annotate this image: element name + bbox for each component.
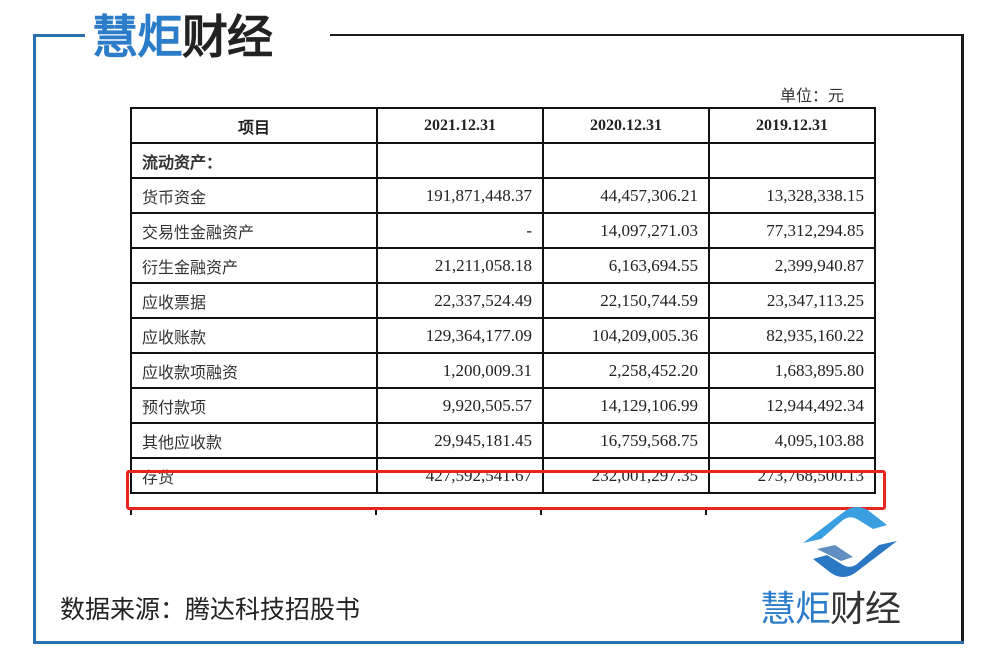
value-2019: 82,935,160.22	[708, 317, 876, 354]
value-2019: 1,683,895.80	[708, 352, 876, 389]
table-continuation-line	[540, 507, 542, 515]
brand-logo-blue-text: 慧炬	[760, 589, 831, 630]
value-2021: 9,920,505.57	[376, 387, 544, 424]
row-label: 应收账款	[130, 317, 378, 354]
value-2021: 191,871,448.37	[376, 177, 544, 214]
table-row: 应收票据 22,337,524.49 22,150,744.59 23,347,…	[130, 282, 876, 319]
value-2021: 29,945,181.45	[376, 422, 544, 459]
value-2020: 104,209,005.36	[542, 317, 710, 354]
inventory-highlight-box	[126, 470, 886, 510]
row-label: 货币资金	[130, 177, 378, 214]
row-label: 应收票据	[130, 282, 378, 319]
table-row: 其他应收款 29,945,181.45 16,759,568.75 4,095,…	[130, 422, 876, 459]
brand-logo-dark-text: 财经	[182, 10, 273, 64]
table-header-row: 项目 2021.12.31 2020.12.31 2019.12.31	[130, 107, 876, 144]
frame-right-border	[961, 34, 964, 644]
row-label: 交易性金融资产	[130, 212, 378, 249]
value-2021: 129,364,177.09	[376, 317, 544, 354]
frame-top-blue-border	[33, 34, 85, 37]
brand-logo-top: 慧炬 财经	[92, 4, 273, 64]
value-2019: 13,328,338.15	[708, 177, 876, 214]
brand-mark-icon	[803, 507, 897, 577]
section-label: 流动资产：	[130, 142, 378, 179]
empty-cell	[708, 142, 876, 179]
table-continuation-line	[375, 507, 377, 515]
table-row: 衍生金融资产 21,211,058.18 6,163,694.55 2,399,…	[130, 247, 876, 284]
value-2021: 1,200,009.31	[376, 352, 544, 389]
value-2020: 44,457,306.21	[542, 177, 710, 214]
value-2020: 16,759,568.75	[542, 422, 710, 459]
frame-left-border	[33, 35, 36, 644]
value-2019: 23,347,113.25	[708, 282, 876, 319]
unit-label: 单位：元	[780, 86, 845, 105]
header-item: 项目	[130, 107, 378, 144]
value-2021: -	[376, 212, 544, 249]
table-row: 应收账款 129,364,177.09 104,209,005.36 82,93…	[130, 317, 876, 354]
row-label: 预付款项	[130, 387, 378, 424]
value-2021: 21,211,058.18	[376, 247, 544, 284]
source-note: 数据来源：腾达科技招股书	[60, 595, 361, 624]
value-2021: 22,337,524.49	[376, 282, 544, 319]
table-row: 货币资金 191,871,448.37 44,457,306.21 13,328…	[130, 177, 876, 214]
row-label: 其他应收款	[130, 422, 378, 459]
header-2020: 2020.12.31	[542, 107, 710, 144]
section-row: 流动资产：	[130, 142, 876, 179]
empty-cell	[376, 142, 544, 179]
value-2020: 14,129,106.99	[542, 387, 710, 424]
table-continuation-line	[705, 507, 707, 515]
header-2021: 2021.12.31	[376, 107, 544, 144]
brand-logo-bottom: 慧炬财经	[760, 580, 901, 632]
value-2020: 232,001,297.35	[542, 457, 710, 494]
header-2019: 2019.12.31	[708, 107, 876, 144]
brand-logo-dark-text: 财经	[830, 589, 901, 630]
frame-top-black-border	[330, 34, 963, 36]
value-2019: 2,399,940.87	[708, 247, 876, 284]
value-2019: 12,944,492.34	[708, 387, 876, 424]
value-2020: 22,150,744.59	[542, 282, 710, 319]
value-2019: 4,095,103.88	[708, 422, 876, 459]
row-label: 应收款项融资	[130, 352, 378, 389]
brand-logo-blue-text: 慧炬	[92, 10, 183, 64]
value-2020: 2,258,452.20	[542, 352, 710, 389]
table-continuation-line	[130, 507, 132, 515]
table-row: 交易性金融资产 - 14,097,271.03 77,312,294.85	[130, 212, 876, 249]
current-assets-table: 项目 2021.12.31 2020.12.31 2019.12.31 流动资产…	[130, 107, 876, 494]
frame-bottom-border	[33, 641, 964, 644]
table-row: 应收款项融资 1,200,009.31 2,258,452.20 1,683,8…	[130, 352, 876, 389]
value-2020: 6,163,694.55	[542, 247, 710, 284]
value-2020: 14,097,271.03	[542, 212, 710, 249]
value-2019: 77,312,294.85	[708, 212, 876, 249]
table-row: 预付款项 9,920,505.57 14,129,106.99 12,944,4…	[130, 387, 876, 424]
row-label: 衍生金融资产	[130, 247, 378, 284]
empty-cell	[542, 142, 710, 179]
